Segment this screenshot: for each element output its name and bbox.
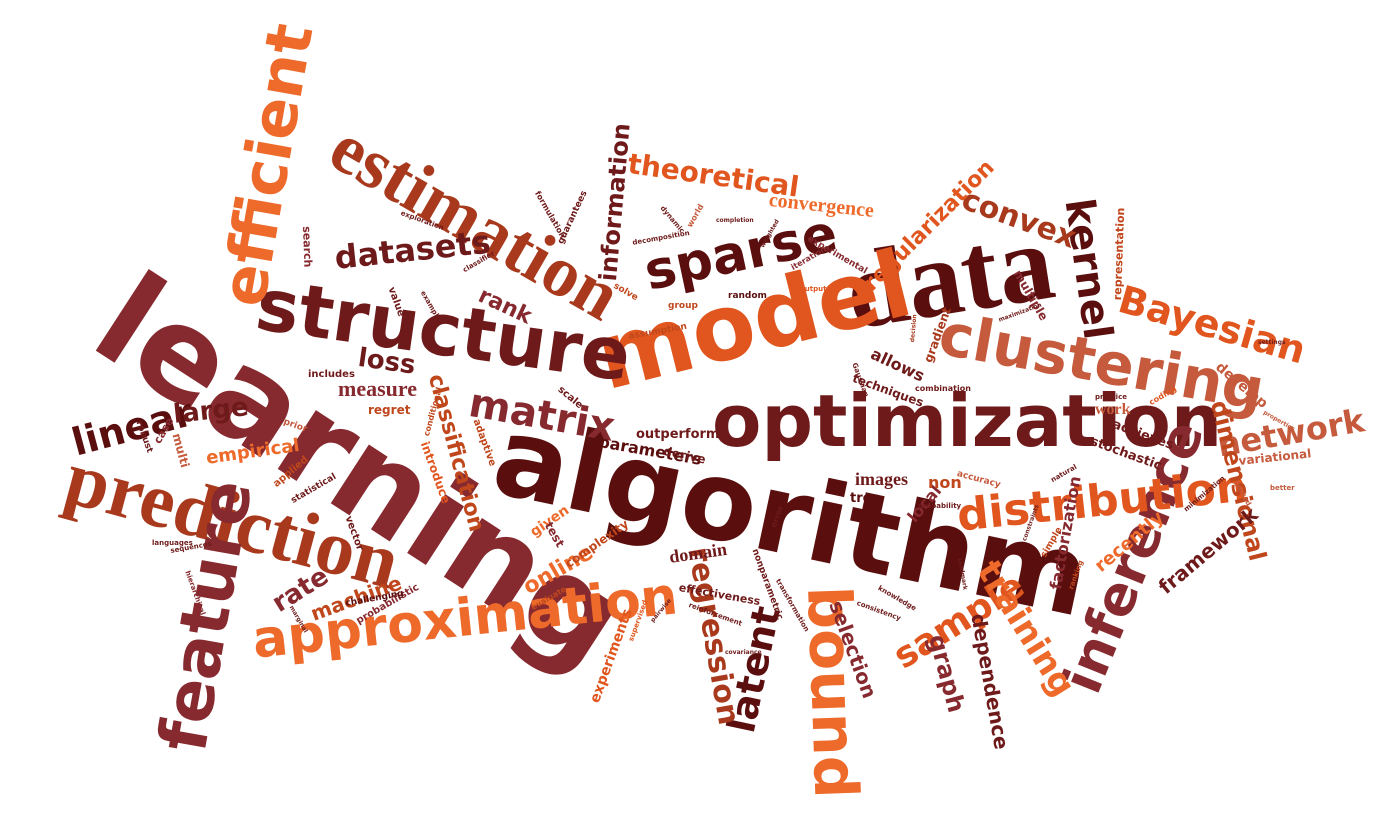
word-group: group (668, 301, 698, 311)
word-dynamic: dynamic (658, 204, 687, 235)
word-images: images (855, 469, 908, 489)
word-completion: completion (716, 217, 754, 224)
word-non: non (928, 473, 962, 492)
word-random: random (728, 291, 767, 301)
word-loss: loss (356, 343, 418, 381)
word-languages: languages (152, 539, 193, 547)
word-output: output (800, 285, 827, 293)
word-information: information (594, 121, 636, 283)
word-includes: includes (308, 369, 355, 380)
word-optimization: optimization (712, 379, 1223, 463)
word-regret: regret (368, 403, 411, 417)
word-combination: combination (915, 384, 971, 393)
word-measure: measure (338, 376, 418, 401)
word-practice: practice (1095, 393, 1127, 401)
word-distribution: distribution (954, 460, 1250, 542)
word-probability: probability (918, 502, 962, 510)
word-outperforms: outperforms (636, 427, 728, 442)
word-regression: regression (680, 544, 747, 728)
word-representation: representation (1111, 207, 1128, 301)
word-graph: graph (922, 631, 971, 716)
word-world: world (685, 202, 706, 229)
word-large: large (171, 392, 251, 430)
word-covariance: covariance (725, 649, 762, 656)
word-settings: settings (1258, 339, 1286, 346)
word-work: work (1095, 401, 1131, 418)
word-tree: tree (850, 491, 881, 506)
word-better: better (1270, 484, 1295, 492)
word-search: search (300, 225, 315, 268)
